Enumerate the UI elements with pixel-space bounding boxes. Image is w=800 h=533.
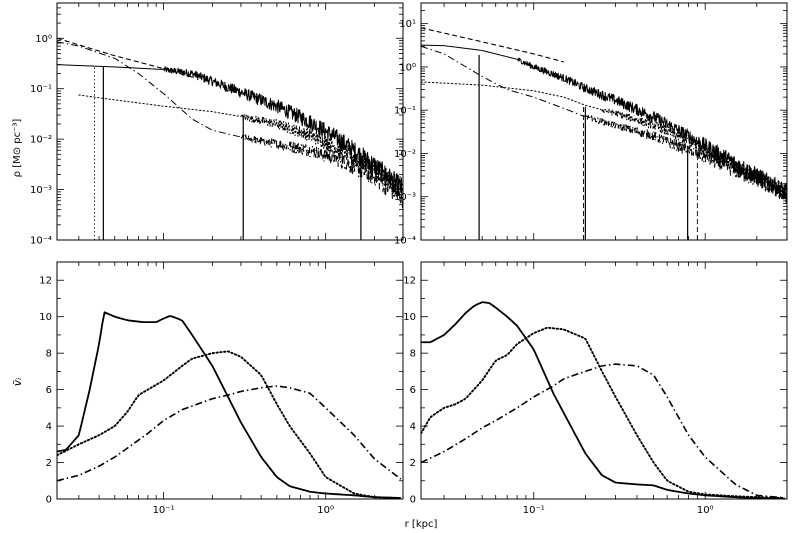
y-tick-label: 10⁰ bbox=[399, 62, 416, 73]
series-line-solid bbox=[57, 311, 401, 499]
x-tick-label: 10⁰ bbox=[317, 505, 334, 516]
plot-frame bbox=[56, 2, 404, 241]
series-line-dashdot bbox=[421, 45, 787, 200]
series-line-dotted bbox=[421, 326, 786, 499]
y-tick-label: 10⁻³ bbox=[30, 185, 52, 196]
y-tick-label: 10⁻¹ bbox=[394, 106, 416, 117]
y-tick-label: 10⁻⁴ bbox=[394, 236, 416, 247]
y-tick-label: 8 bbox=[46, 349, 52, 360]
panel-top-right: 10⁻⁴ 10⁻³ 10⁻² 10⁻¹ 10⁰ 10¹ bbox=[394, 2, 788, 247]
plot-frame bbox=[420, 2, 788, 241]
y-tick-label: 10⁻¹ bbox=[30, 84, 52, 95]
y-tick-label: 12 bbox=[39, 276, 52, 287]
x-tick-label: 10⁻¹ bbox=[153, 505, 175, 516]
shared-xlabel: r [kpc] bbox=[405, 519, 438, 530]
series-line-solid bbox=[57, 64, 403, 197]
x-tick-label: 10⁻¹ bbox=[523, 505, 545, 516]
y-tick-label: 10⁻² bbox=[394, 149, 416, 160]
series-line-dotted bbox=[78, 94, 403, 196]
panel-top-left: 10⁻⁴ 10⁻³ 10⁻² 10⁻¹ 10⁰ bbox=[30, 2, 404, 247]
y-tick-label: 0 bbox=[46, 495, 52, 506]
series-line-solid bbox=[421, 301, 785, 499]
plot-frame bbox=[420, 261, 788, 500]
y-tick-label: 12 bbox=[403, 276, 416, 287]
y-tick-label: 10⁻⁴ bbox=[30, 236, 52, 247]
series-line-dashed bbox=[421, 27, 565, 63]
y-tick-label: 6 bbox=[410, 385, 416, 396]
panel-bottom-right: 10⁻¹ 10⁰ 0 2 4 6 8 10 12 bbox=[403, 261, 788, 516]
series-line-dashdot bbox=[57, 385, 402, 482]
y-tick-label: 4 bbox=[46, 422, 52, 433]
y-tick-label: 10⁻³ bbox=[394, 192, 416, 203]
y-tick-label: 10⁻² bbox=[30, 135, 52, 146]
series-line-dotted bbox=[421, 81, 787, 204]
y-tick-label: 4 bbox=[410, 422, 416, 433]
y-tick-label: 10 bbox=[403, 312, 416, 323]
y-tick-label: 2 bbox=[46, 458, 52, 469]
series-line-dashdot bbox=[421, 363, 785, 499]
y-tick-label: 10¹ bbox=[399, 19, 416, 30]
y-tick-label: 6 bbox=[46, 385, 52, 396]
series-line-solid bbox=[421, 44, 787, 200]
y-tick-label: 8 bbox=[410, 349, 416, 360]
y-tick-label: 2 bbox=[410, 458, 416, 469]
series-line-dotted bbox=[57, 350, 402, 499]
panel-bottom-left: 10⁻¹ 10⁰ 0 2 4 6 8 10 12 bbox=[39, 261, 404, 516]
plot-frame bbox=[56, 261, 404, 500]
y-tick-label: 10⁰ bbox=[35, 34, 52, 45]
series-line-dashdot bbox=[57, 41, 403, 209]
top-left-ylabel: ρ [M⊙ pc⁻³] bbox=[12, 119, 23, 178]
bottom-left-ylabel: ṽᵢ bbox=[11, 378, 24, 387]
x-tick-label: 10⁰ bbox=[697, 505, 714, 516]
y-tick-label: 10 bbox=[39, 312, 52, 323]
y-tick-label: 0 bbox=[410, 495, 416, 506]
